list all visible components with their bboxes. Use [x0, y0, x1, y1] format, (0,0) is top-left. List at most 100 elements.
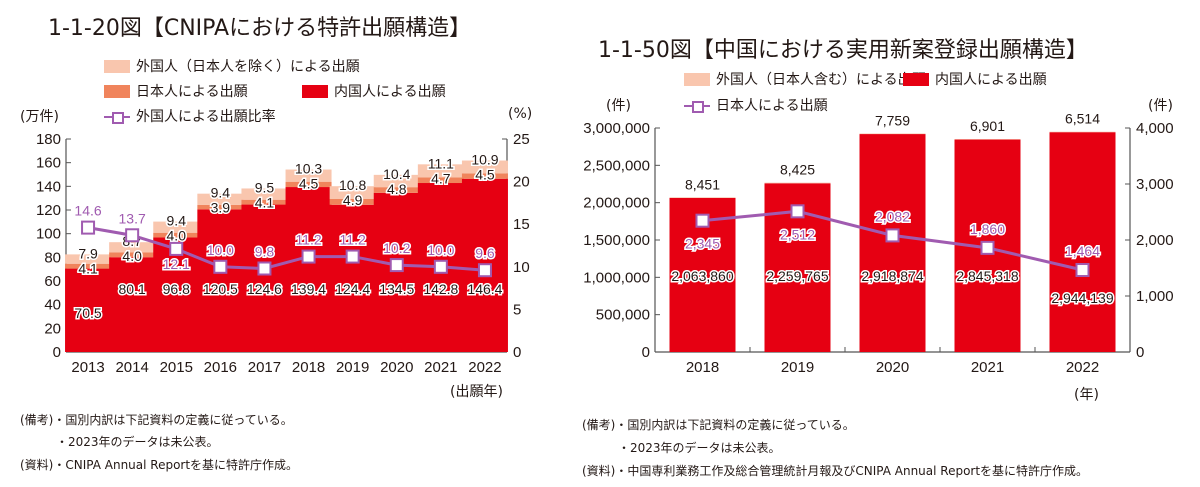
y-tick-label: 100	[36, 226, 61, 243]
bar-label-foreign: 7,759	[875, 112, 910, 128]
legend-label-japanese: 日本人による出願	[136, 84, 248, 100]
bar-label-foreign: 6,901	[970, 118, 1005, 134]
bar-label-domestic: 120.5	[203, 281, 238, 297]
line-marker	[433, 259, 448, 274]
legend-label-domestic: 内国人による出願	[334, 84, 446, 100]
line-marker	[1075, 263, 1090, 278]
left-y-unit: (万件)	[20, 109, 59, 125]
line-label: 11.2	[340, 232, 366, 248]
line-label: 2,082	[875, 208, 910, 224]
bar-label-foreign: 6,514	[1065, 111, 1100, 127]
bar-label-domestic: 124.6	[247, 281, 282, 297]
bar-label-foreign: 7.9	[78, 245, 98, 261]
bar-segment-0	[859, 134, 926, 352]
line-marker	[345, 249, 360, 264]
bar-segment-0	[241, 204, 288, 352]
bar-label-domestic: 124.4	[335, 281, 370, 297]
x-tick-label: 2019	[781, 359, 814, 376]
bar-label-domestic: 80.1	[119, 281, 146, 297]
y-tick-label: 120	[36, 202, 61, 219]
bar-label-domestic: 2,063,860	[671, 268, 733, 284]
right-y-unit: (件)	[606, 98, 631, 114]
bar-label-domestic: 2,918,874	[861, 268, 923, 284]
bar-label-japanese: 4.5	[475, 167, 495, 183]
bar-segment-2	[461, 160, 508, 174]
left-legend-domestic: 内国人による出願	[302, 81, 446, 101]
bar-label-foreign: 10.9	[471, 152, 498, 168]
legend-label-domestic: 内国人による出願	[935, 72, 1047, 88]
x-tick-label: 2019	[336, 359, 369, 376]
y2-tick-label: 15	[513, 216, 530, 233]
line-marker	[695, 213, 710, 228]
bar-segment-1	[954, 139, 1021, 140]
left-y2-unit: (%)	[508, 106, 533, 122]
right-legend-foreign: 外国人（日本人含む）による出願	[684, 69, 926, 89]
line-marker	[81, 220, 96, 235]
line-label: 2,512	[780, 226, 815, 242]
legend-swatch-domestic	[302, 84, 328, 98]
left-note-3: (資料)・CNIPA Annual Reportを基に特許庁作成。	[20, 458, 299, 472]
x-tick-label: 2013	[71, 359, 104, 376]
x-tick-label: 2021	[424, 359, 457, 376]
left-x-unit: (出願年)	[450, 384, 503, 400]
bar-label-japanese: 4.7	[431, 170, 451, 186]
bar-segment-2	[109, 242, 156, 253]
left-legend-foreign: 外国人（日本人を除く）による出願	[104, 56, 360, 76]
y-tick-label: 40	[44, 297, 61, 314]
bar-label-japanese: 4.0	[167, 228, 187, 244]
y-tick-label: 2,000,000	[583, 195, 650, 212]
line-marker	[790, 204, 805, 219]
bar-label-domestic: 2,944,139	[1051, 290, 1113, 306]
y2-tick-label: 2,000	[1136, 232, 1174, 249]
right-note-3: (資料)・中国専利業務工作及総合管理統計月報及びCNIPA Annual Rep…	[582, 464, 1089, 478]
right-legend-japanese: 日本人による出願	[684, 95, 828, 115]
bar-segment-0	[109, 257, 156, 352]
bar-label-japanese: 4.9	[343, 192, 363, 208]
bar-segment-0	[197, 209, 244, 352]
line-marker	[169, 241, 184, 256]
bar-label-foreign: 10.3	[295, 161, 322, 177]
y-tick-label: 1,000,000	[583, 269, 650, 286]
y-tick-label: 160	[36, 155, 61, 172]
y-tick-label: 180	[36, 131, 61, 148]
x-tick-label: 2018	[686, 359, 719, 376]
bar-segment-2	[153, 221, 200, 233]
x-tick-label: 2015	[160, 359, 193, 376]
bar-label-domestic: 70.5	[74, 305, 101, 321]
bar-label-domestic: 2,259,765	[766, 268, 828, 284]
bar-label-japanese: 3.9	[211, 200, 231, 216]
x-tick-label: 2022	[1066, 359, 1099, 376]
bar-segment-2	[285, 169, 332, 182]
y2-tick-label: 3,000	[1136, 176, 1174, 193]
legend-label-japanese: 日本人による出願	[716, 98, 828, 114]
line-marker	[389, 258, 404, 273]
bar-segment-1	[859, 133, 926, 135]
line-marker	[477, 263, 492, 278]
y-tick-label: 80	[44, 249, 61, 266]
right-y2-unit: (件)	[1148, 98, 1173, 114]
line-label: 14.6	[74, 203, 101, 219]
y2-tick-label: 4,000	[1136, 120, 1174, 137]
bar-segment-1	[285, 181, 332, 188]
bar-segment-2	[197, 193, 244, 205]
y-tick-label: 500,000	[596, 307, 650, 324]
bar-segment-1	[153, 232, 200, 238]
bar-label-foreign: 8,451	[685, 176, 720, 192]
bar-label-foreign: 9.5	[255, 179, 275, 195]
left-note-2: ・2023年のデータは未公表。	[20, 435, 219, 449]
legend-swatch-japanese	[104, 84, 130, 98]
bar-label-domestic: 2,845,318	[956, 268, 1018, 284]
y-tick-label: 1,500,000	[583, 232, 650, 249]
bar-label-domestic: 139.4	[291, 281, 326, 297]
bar-segment-2	[241, 188, 288, 200]
bar-label-foreign: 10.4	[383, 166, 410, 182]
line-marker	[301, 249, 316, 264]
legend-label-foreign: 外国人（日本人を除く）による出願	[136, 59, 360, 75]
bar-segment-1	[241, 199, 288, 205]
bar-segment-2	[417, 164, 464, 178]
y2-tick-label: 0	[513, 344, 521, 361]
line-label: 10.0	[207, 242, 234, 258]
legend-swatch-foreign	[104, 59, 130, 73]
y-tick-label: 2,500,000	[583, 157, 650, 174]
line-label: 9.8	[255, 244, 275, 260]
